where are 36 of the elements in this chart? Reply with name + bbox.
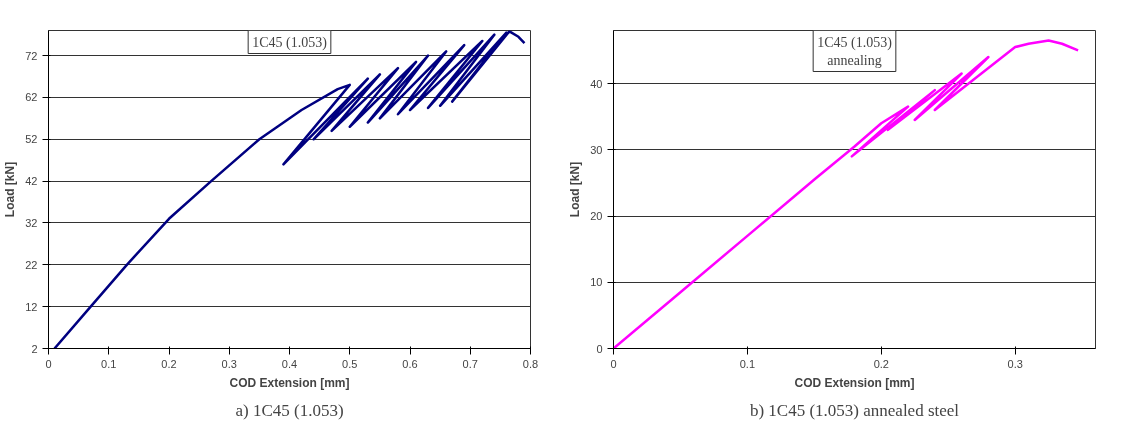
- y-tick-label: 22: [25, 258, 38, 271]
- y-tick-label: 0: [596, 342, 603, 355]
- x-tick-label: 0.1: [739, 357, 756, 370]
- x-axis-title: COD Extension [mm]: [794, 375, 915, 390]
- x-tick-label: 0: [610, 357, 617, 370]
- y-tick-label: 42: [25, 175, 38, 188]
- x-tick-label: 0.5: [342, 357, 358, 370]
- x-tick-label: 0.6: [402, 357, 418, 370]
- y-axis-title: Load [kN]: [568, 161, 583, 218]
- x-tick-label: 0: [45, 357, 52, 370]
- y-tick-label: 2: [31, 342, 38, 355]
- x-axis-title: COD Extension [mm]: [229, 375, 350, 390]
- y-tick-label: 72: [25, 49, 38, 62]
- y-tick-label: 20: [590, 210, 603, 222]
- x-tick-label: 0.7: [462, 357, 478, 370]
- line-series: [613, 39, 1080, 349]
- line-series: [53, 30, 526, 349]
- x-tick-label: 0.2: [161, 357, 177, 370]
- x-tick-label: 0.1: [101, 357, 117, 370]
- x-tick-label: 0.8: [522, 357, 539, 370]
- text: a) 1C45 (1.053): [235, 400, 344, 420]
- x-tick-label: 0.4: [281, 357, 298, 370]
- text: b) 1C45 (1.053) annealed steel: [749, 400, 960, 420]
- y-tick-label: 52: [25, 133, 38, 146]
- y-tick-label: 40: [590, 77, 603, 90]
- text: 1C45 (1.053) annealing: [817, 34, 893, 68]
- y-tick-label: 62: [25, 91, 38, 104]
- y-tick-label: 10: [590, 276, 603, 289]
- x-tick-label: 0.3: [221, 357, 237, 370]
- y-tick-label: 12: [25, 300, 38, 313]
- x-tick-label: 0.2: [873, 357, 889, 370]
- y-axis-title: Load [kN]: [3, 161, 18, 218]
- chart-title: 1C45 (1.053): [252, 34, 328, 51]
- y-tick-label: 30: [590, 143, 603, 156]
- x-tick-label: 0.3: [1007, 357, 1023, 370]
- y-tick-label: 32: [25, 216, 38, 229]
